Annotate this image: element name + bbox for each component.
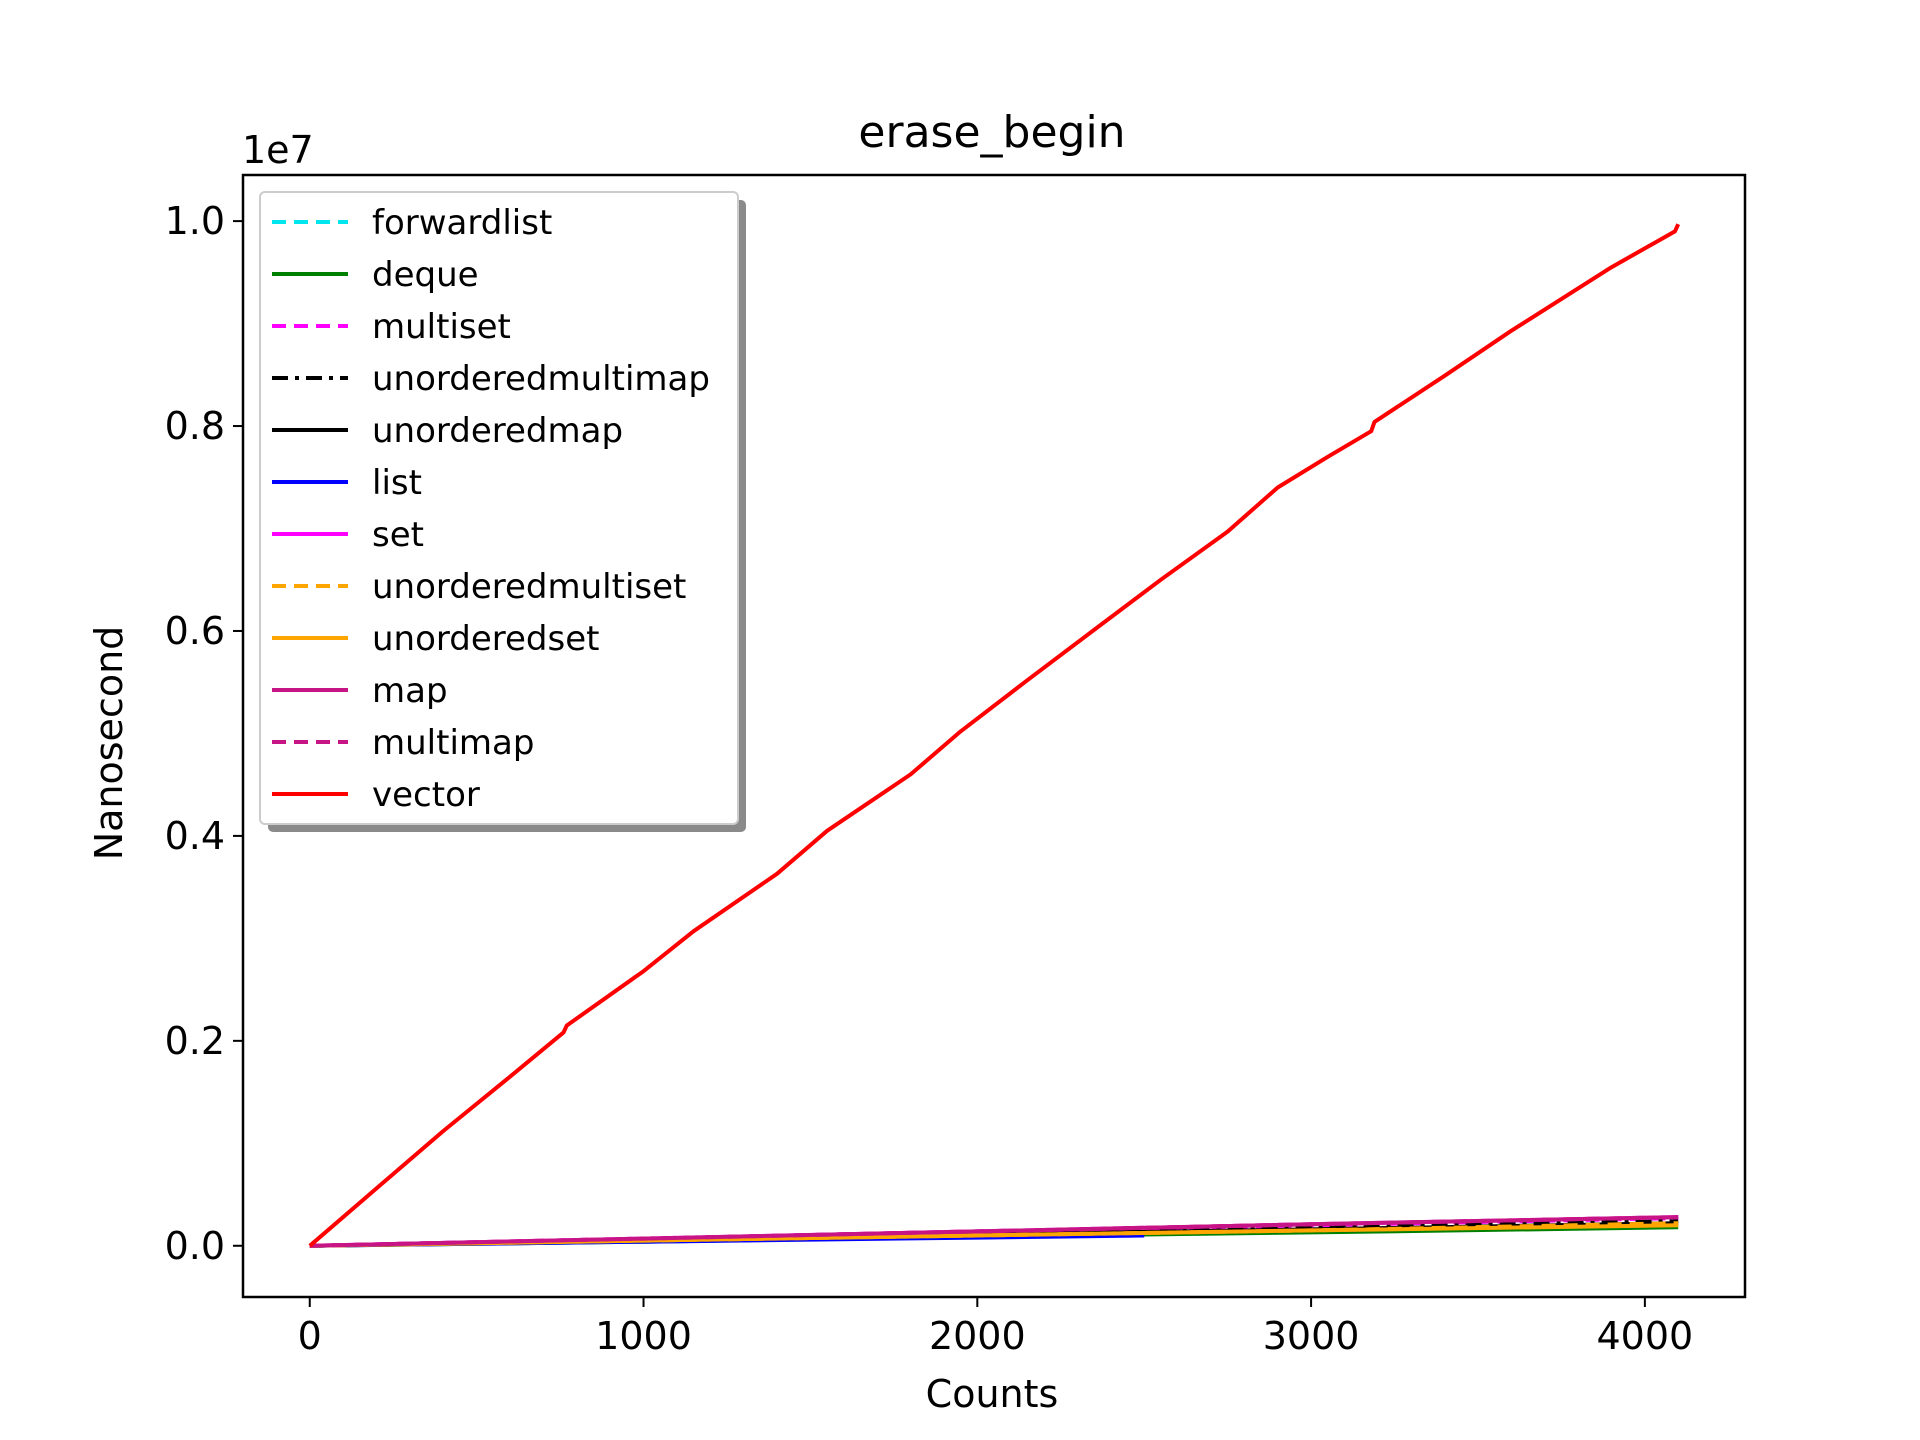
legend-label-map: map <box>372 671 448 711</box>
x-axis: 0 1000 2000 3000 4000 <box>298 1297 1694 1358</box>
x-tick-label: 3000 <box>1263 1314 1360 1358</box>
x-tick-label: 1000 <box>595 1314 692 1358</box>
y-scale-label: 1e7 <box>242 128 314 172</box>
legend-label-unorderedmultiset: unorderedmultiset <box>372 567 686 607</box>
legend-label-list: list <box>372 463 422 503</box>
legend-label-unorderedmap: unorderedmap <box>372 411 623 451</box>
y-tick-label: 0.2 <box>165 1019 225 1063</box>
x-axis-label: Counts <box>926 1372 1059 1416</box>
series-line-vector <box>308 223 1681 1248</box>
legend-box <box>259 191 739 825</box>
series-lines <box>308 223 1681 1248</box>
y-axis: 0.0 0.2 0.4 0.6 0.8 1.0 <box>165 199 243 1268</box>
plot-area <box>241 173 1747 1299</box>
legend-label-vector: vector <box>372 775 480 815</box>
y-tick-label: 1.0 <box>165 199 225 243</box>
legend-label-multiset: multiset <box>372 307 511 347</box>
legend-label-multimap: multimap <box>372 723 534 763</box>
x-tick-label: 4000 <box>1597 1314 1694 1358</box>
x-tick-label: 0 <box>298 1314 322 1358</box>
y-tick-label: 0.8 <box>165 404 225 448</box>
chart-title: erase_begin <box>858 107 1125 158</box>
y-tick-label: 0.4 <box>165 814 225 858</box>
x-tick-label: 2000 <box>929 1314 1026 1358</box>
legend: forwardlist deque multiset unorderedmultima… <box>259 191 746 832</box>
legend-label-unorderedset: unorderedset <box>372 619 599 659</box>
legend-label-deque: deque <box>372 255 479 295</box>
y-tick-label: 0.0 <box>165 1224 225 1268</box>
y-tick-label: 0.6 <box>165 609 225 653</box>
legend-label-forwardlist: forwardlist <box>372 203 552 243</box>
plot-frame <box>241 173 1747 1299</box>
y-axis-label: Nanosecond <box>87 626 131 861</box>
series-line-multimap <box>309 1215 1679 1248</box>
legend-label-set: set <box>372 515 424 555</box>
legend-label-unorderedmultimap: unorderedmultimap <box>372 359 710 399</box>
series-line-unorderedmultimap <box>309 1219 1679 1248</box>
